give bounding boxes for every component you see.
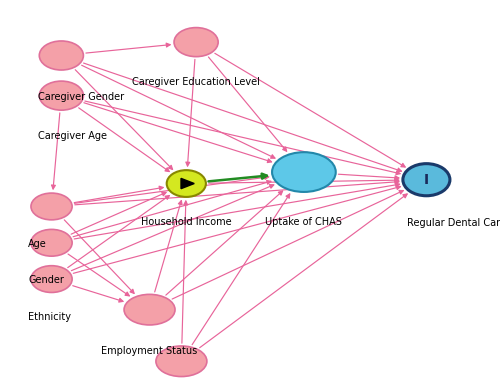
Ellipse shape <box>40 41 84 70</box>
Ellipse shape <box>31 266 72 292</box>
Text: Ethnicity: Ethnicity <box>28 312 71 322</box>
Text: Caregiver Gender: Caregiver Gender <box>38 92 124 102</box>
Ellipse shape <box>156 346 207 377</box>
Ellipse shape <box>174 28 218 57</box>
Ellipse shape <box>403 164 450 196</box>
Text: Employment Status: Employment Status <box>102 346 198 356</box>
Text: I: I <box>424 173 429 187</box>
Text: Uptake of CHAS: Uptake of CHAS <box>266 217 342 227</box>
Text: Gender: Gender <box>28 275 64 285</box>
Ellipse shape <box>31 193 72 220</box>
Polygon shape <box>181 178 194 189</box>
Ellipse shape <box>31 229 72 256</box>
Ellipse shape <box>272 152 336 192</box>
Text: Age: Age <box>28 239 47 249</box>
Text: Household Income: Household Income <box>141 217 232 227</box>
Text: Regular Dental Care: Regular Dental Care <box>407 218 500 228</box>
Ellipse shape <box>166 170 206 197</box>
Ellipse shape <box>124 294 175 325</box>
Ellipse shape <box>40 81 84 110</box>
Text: Caregiver Education Level: Caregiver Education Level <box>132 76 260 87</box>
Text: Caregiver Age: Caregiver Age <box>38 131 107 141</box>
